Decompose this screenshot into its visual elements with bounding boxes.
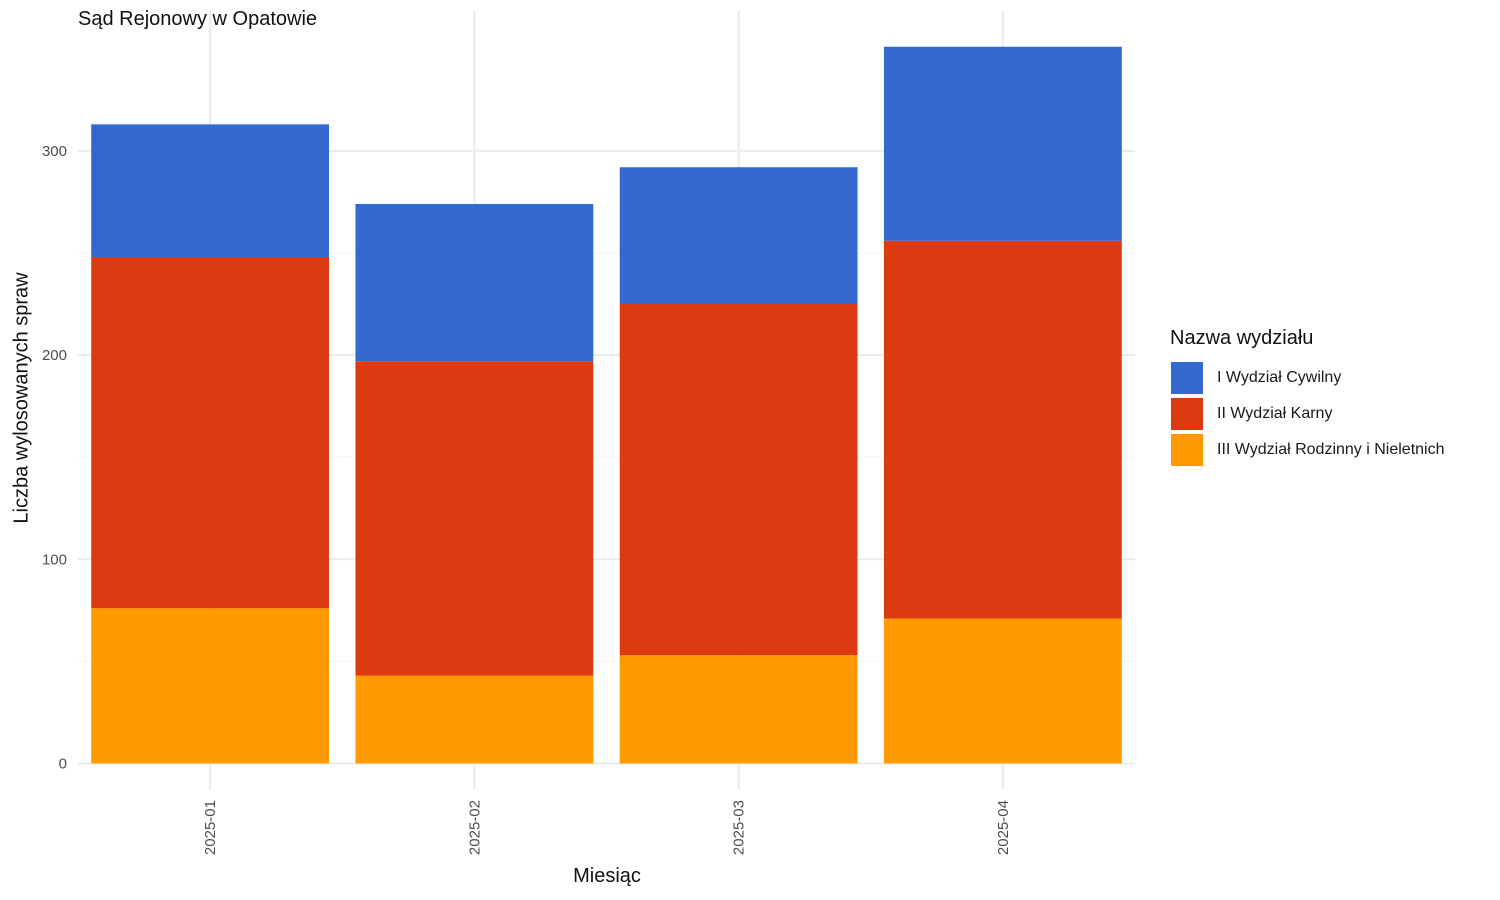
bar-segment [619,304,858,656]
legend-swatch [1170,397,1204,431]
legend-item: I Wydział Cywilny [1170,360,1445,396]
x-tick-label: 2025-04 [995,800,1012,855]
y-tick-label: 100 [42,551,67,568]
bar-segment [619,655,858,764]
legend: Nazwa wydziału I Wydział Cywilny II Wydzi… [1170,327,1445,468]
bar-segment [883,46,1122,241]
x-tick-label: 2025-03 [731,800,748,855]
x-axis-label: Miesiąc [573,865,641,887]
bar-segment [355,203,594,362]
bar-segment [91,257,330,609]
legend-swatch [1170,361,1204,395]
bar-segment [355,361,594,676]
y-tick-label: 0 [59,755,67,772]
legend-label: II Wydział Karny [1217,405,1333,422]
y-axis-label: Liczba wylosowanych spraw [10,272,33,524]
legend-items: I Wydział Cywilny II Wydział Karny III Wyd… [1170,360,1445,468]
y-tick-label: 200 [42,347,67,364]
legend-label: III Wydział Rodzinny i Nieletnich [1217,441,1445,458]
bar-segment [883,618,1122,764]
bar-segment [91,124,330,258]
chart-title: Sąd Rejonowy w Opatowie [78,8,318,30]
bar-segment [619,167,858,305]
bar-segment [355,675,594,764]
legend-item: III Wydział Rodzinny i Nieletnich [1170,432,1445,468]
y-tick-label: 300 [42,143,67,160]
bar-segment [883,240,1122,619]
legend-swatch [1170,433,1204,467]
legend-label: I Wydział Cywilny [1217,369,1342,386]
x-tick-label: 2025-01 [202,800,219,855]
x-tick-label: 2025-02 [466,800,483,855]
bar-segment [91,608,330,764]
legend-item: II Wydział Karny [1170,396,1445,432]
legend-title: Nazwa wydziału [1170,327,1314,349]
